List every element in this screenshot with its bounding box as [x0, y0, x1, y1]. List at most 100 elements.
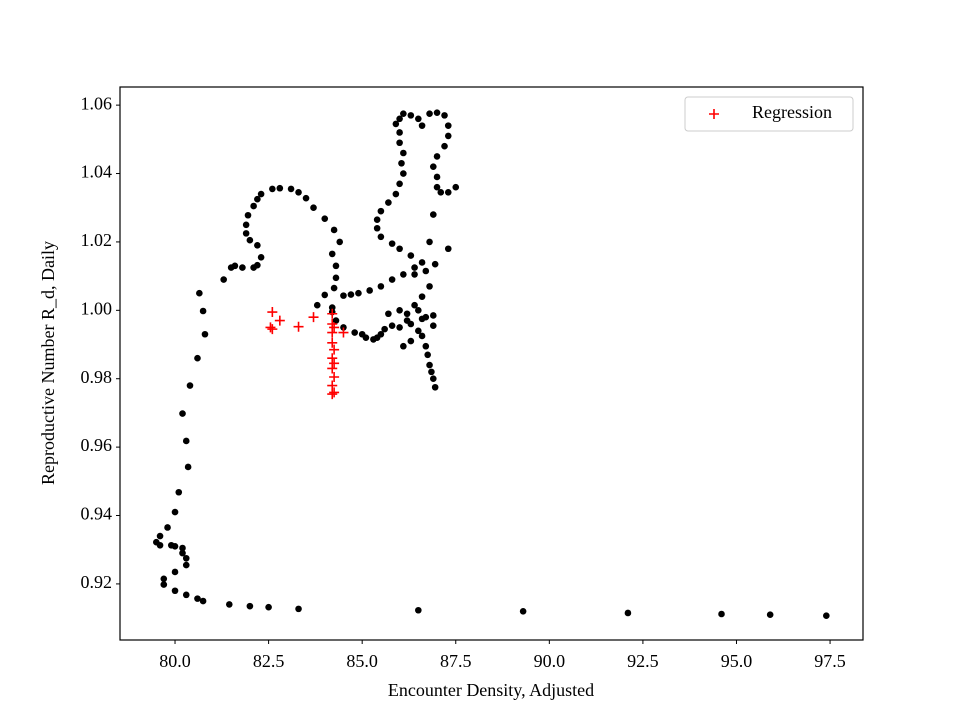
point [429, 211, 437, 218]
x-tick-label: 95.0 [721, 651, 753, 671]
point [407, 112, 415, 119]
point [329, 358, 340, 369]
point [400, 170, 407, 177]
point [411, 301, 418, 309]
point [293, 321, 304, 332]
point [332, 274, 340, 282]
point [452, 183, 460, 191]
point [418, 293, 426, 300]
point [418, 332, 426, 340]
point [340, 292, 347, 299]
point [194, 595, 201, 602]
point [171, 508, 179, 516]
x-tick-label: 92.5 [627, 651, 659, 671]
point [308, 312, 319, 323]
point [328, 250, 336, 258]
point [302, 194, 310, 202]
point [396, 245, 403, 253]
point [327, 389, 338, 400]
point [164, 524, 171, 531]
point [179, 549, 186, 557]
point [433, 109, 441, 116]
y-tick-label: 1.00 [81, 298, 113, 318]
y-tick-label: 1.06 [81, 93, 113, 113]
point [415, 327, 422, 335]
point [426, 110, 433, 117]
point [519, 607, 527, 615]
point [295, 605, 302, 613]
point [184, 463, 192, 471]
point [244, 211, 252, 219]
point [444, 122, 452, 129]
point [267, 324, 278, 335]
point [347, 291, 355, 298]
point [231, 262, 239, 270]
point [329, 372, 340, 383]
point [179, 544, 186, 552]
point [160, 575, 168, 583]
point [823, 612, 830, 620]
point [388, 322, 396, 330]
point [396, 307, 403, 314]
point [426, 361, 433, 369]
point [330, 284, 338, 292]
point [182, 561, 190, 569]
point [167, 541, 175, 549]
point [257, 254, 265, 261]
x-tick-label: 90.0 [534, 651, 566, 671]
point [182, 437, 190, 445]
point [321, 215, 329, 222]
x-tick-label: 87.5 [440, 651, 472, 671]
point [403, 317, 411, 324]
point [422, 313, 430, 321]
point [242, 230, 250, 237]
point [396, 129, 403, 136]
point [242, 221, 250, 229]
point [332, 262, 340, 270]
point [355, 289, 362, 297]
point [411, 264, 418, 271]
plot-frame [119, 86, 864, 641]
point [422, 342, 430, 350]
point [377, 233, 385, 241]
point [373, 224, 381, 232]
y-axis-label: Reproductive Number R_d, Daily [38, 241, 58, 485]
point [257, 190, 265, 198]
point [444, 189, 452, 196]
point [327, 337, 338, 348]
point [220, 276, 227, 283]
point [415, 606, 422, 614]
point [377, 330, 385, 338]
point [156, 532, 164, 540]
point [332, 317, 340, 324]
point [265, 603, 272, 611]
point [426, 283, 433, 290]
point [407, 337, 415, 345]
point [396, 324, 403, 331]
y-tick-label: 0.98 [81, 367, 113, 387]
y-tick-label: 0.96 [81, 435, 113, 455]
point [201, 330, 209, 338]
point [295, 189, 302, 196]
point [444, 132, 452, 140]
point [431, 383, 439, 391]
point [250, 202, 257, 210]
point [403, 310, 411, 318]
point [718, 610, 725, 618]
point [385, 310, 392, 318]
point [385, 199, 392, 206]
point [433, 183, 441, 191]
point [194, 354, 201, 362]
point [429, 322, 437, 330]
point [160, 581, 168, 588]
point [424, 351, 431, 359]
point [433, 153, 441, 160]
point [225, 601, 233, 608]
point [265, 322, 276, 333]
point [327, 308, 338, 319]
point [254, 242, 261, 249]
point [429, 312, 437, 319]
point [199, 597, 207, 605]
point [329, 344, 340, 355]
point [400, 110, 407, 117]
